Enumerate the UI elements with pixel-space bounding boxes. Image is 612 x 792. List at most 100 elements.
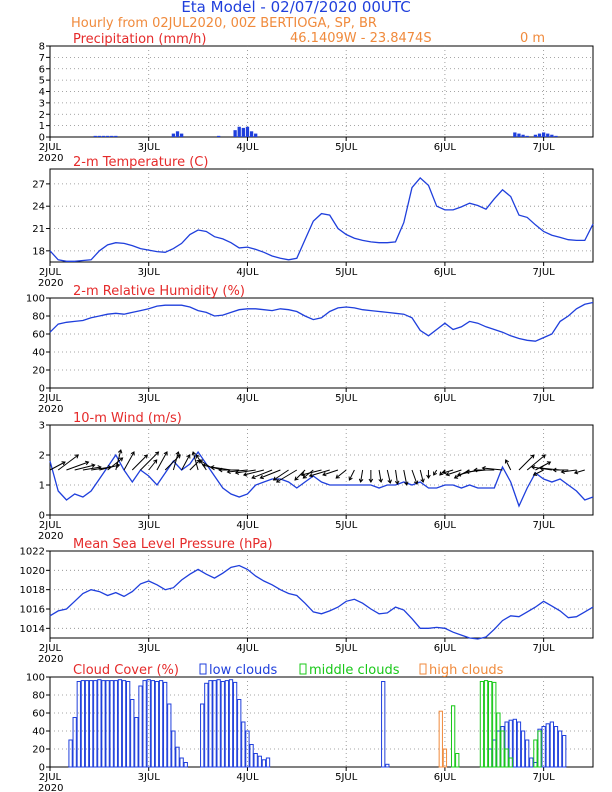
wind-arrow-head xyxy=(201,463,207,468)
precip-bar xyxy=(93,135,97,137)
wind-arrow-head xyxy=(378,478,383,483)
x-year-label: 2020 xyxy=(38,783,63,792)
cloud-bar xyxy=(183,762,188,768)
cloud-bar xyxy=(68,739,73,768)
wind-arrow xyxy=(235,469,256,474)
y-tick-label: 18 xyxy=(32,246,45,257)
precip-bar xyxy=(245,126,250,137)
x-tick-label: 5JUL xyxy=(335,643,358,654)
x-tick-label: 2JUL xyxy=(39,772,62,783)
cloud-bar xyxy=(200,703,205,768)
wind-arrow-head xyxy=(308,473,314,478)
y-tick-label: 0 xyxy=(39,133,45,144)
wind-arrow xyxy=(189,459,201,471)
wind-arrow-head xyxy=(539,465,544,471)
cloud-bar xyxy=(97,679,102,768)
cloud-bar xyxy=(492,681,497,768)
wind-arrow-head xyxy=(175,451,180,456)
precip-bar xyxy=(513,132,517,137)
wind-arrow xyxy=(66,461,89,471)
y-tick-label: 1020 xyxy=(20,566,45,577)
x-tick-label: 7JUL xyxy=(533,772,556,783)
cloud-bar xyxy=(508,757,513,768)
x-tick-label: 4JUL xyxy=(236,772,259,783)
cloud-bar xyxy=(167,703,172,768)
x-tick-label: 7JUL xyxy=(533,267,556,278)
wind-arrow-head xyxy=(552,467,557,473)
wind-arrow xyxy=(148,459,158,471)
wind-arrow xyxy=(439,469,446,476)
x-year-label: 2020 xyxy=(38,531,63,542)
x-tick-label: 7JUL xyxy=(533,643,556,654)
y-tick-label: 4 xyxy=(39,87,45,98)
cloud-bar xyxy=(249,744,254,768)
legend-label: middle clouds xyxy=(309,663,400,678)
wind-arrow xyxy=(294,469,306,481)
cloud-bar xyxy=(224,680,230,768)
y-tick-label: 1014 xyxy=(20,624,45,635)
y-tick-label: 21 xyxy=(32,224,45,235)
cloud-bar xyxy=(265,757,271,768)
x-tick-label: 3JUL xyxy=(138,393,161,404)
wind-arrow-head xyxy=(560,469,565,474)
x-tick-label: 6JUL xyxy=(434,520,457,531)
panel-title: 10-m Wind (m/s) xyxy=(73,411,182,426)
wind-arrow xyxy=(273,469,289,481)
y-tick-label: 2 xyxy=(39,451,45,462)
panel-2: 18 21 24 27 2JUL 3JUL 4JUL 5JUL 6JUL 7JUL 2020 2-m … xyxy=(32,155,594,289)
wind-arrow xyxy=(49,461,66,471)
cloud-bar xyxy=(562,735,567,768)
cloud-bar xyxy=(204,682,209,768)
cloud-bar xyxy=(121,680,127,768)
y-tick-label: 2 xyxy=(39,110,45,121)
precip-bar xyxy=(171,133,176,137)
wind-arrow xyxy=(140,451,159,471)
wind-arrow-head xyxy=(413,480,419,485)
wind-arrow xyxy=(243,469,265,476)
y-tick-label: 100 xyxy=(26,673,45,684)
wind-arrow xyxy=(335,469,347,479)
wind-arrow-head xyxy=(420,478,425,483)
wind-arrow-head xyxy=(272,476,278,481)
x-tick-label: 3JUL xyxy=(138,772,161,783)
wind-arrow xyxy=(260,469,281,479)
cloud-bar xyxy=(171,730,176,768)
precip-bar xyxy=(179,133,184,137)
x-tick-label: 2JUL xyxy=(39,520,62,531)
cloud-bar xyxy=(496,712,501,768)
y-tick-label: 1 xyxy=(39,121,45,132)
precip-bar xyxy=(254,133,258,137)
cloud-bar xyxy=(545,723,550,768)
wind-arrow xyxy=(115,449,122,471)
x-tick-label: 5JUL xyxy=(335,142,358,153)
cloud-bar xyxy=(175,746,180,768)
wind-arrow-head xyxy=(481,465,486,471)
cloud-bar xyxy=(220,681,225,768)
cloud-bar xyxy=(163,681,168,768)
y-tick-label: 40 xyxy=(32,727,45,738)
precip-bar xyxy=(175,131,180,137)
y-tick-label: 5 xyxy=(39,76,45,87)
cloud-bar xyxy=(216,679,221,768)
wind-arrow-head xyxy=(465,469,470,475)
panel-frame xyxy=(49,676,594,768)
panel-4: 0 1 2 3 2JUL 3JUL 4JUL 5JUL 6JUL 7JUL 2020 10-m Win… xyxy=(38,411,594,542)
cloud-bar xyxy=(483,680,489,768)
x-tick-label: 6JUL xyxy=(434,643,457,654)
cloud-bar xyxy=(245,730,250,768)
x-tick-label: 4JUL xyxy=(236,643,259,654)
wind-arrow-head xyxy=(234,470,240,475)
wind-arrow-head xyxy=(198,459,204,464)
y-tick-label: 80 xyxy=(32,691,45,702)
wind-arrow-head xyxy=(532,471,538,476)
precip-bar xyxy=(550,134,554,137)
wind-arrow xyxy=(123,451,135,471)
cloud-bar xyxy=(504,748,509,768)
x-tick-label: 6JUL xyxy=(434,393,457,404)
wind-arrow-head xyxy=(456,472,462,477)
y-tick-label: 3 xyxy=(39,98,45,109)
panel-title: 2-m Relative Humidity (%) xyxy=(73,284,245,299)
wind-arrow-head xyxy=(163,451,168,456)
